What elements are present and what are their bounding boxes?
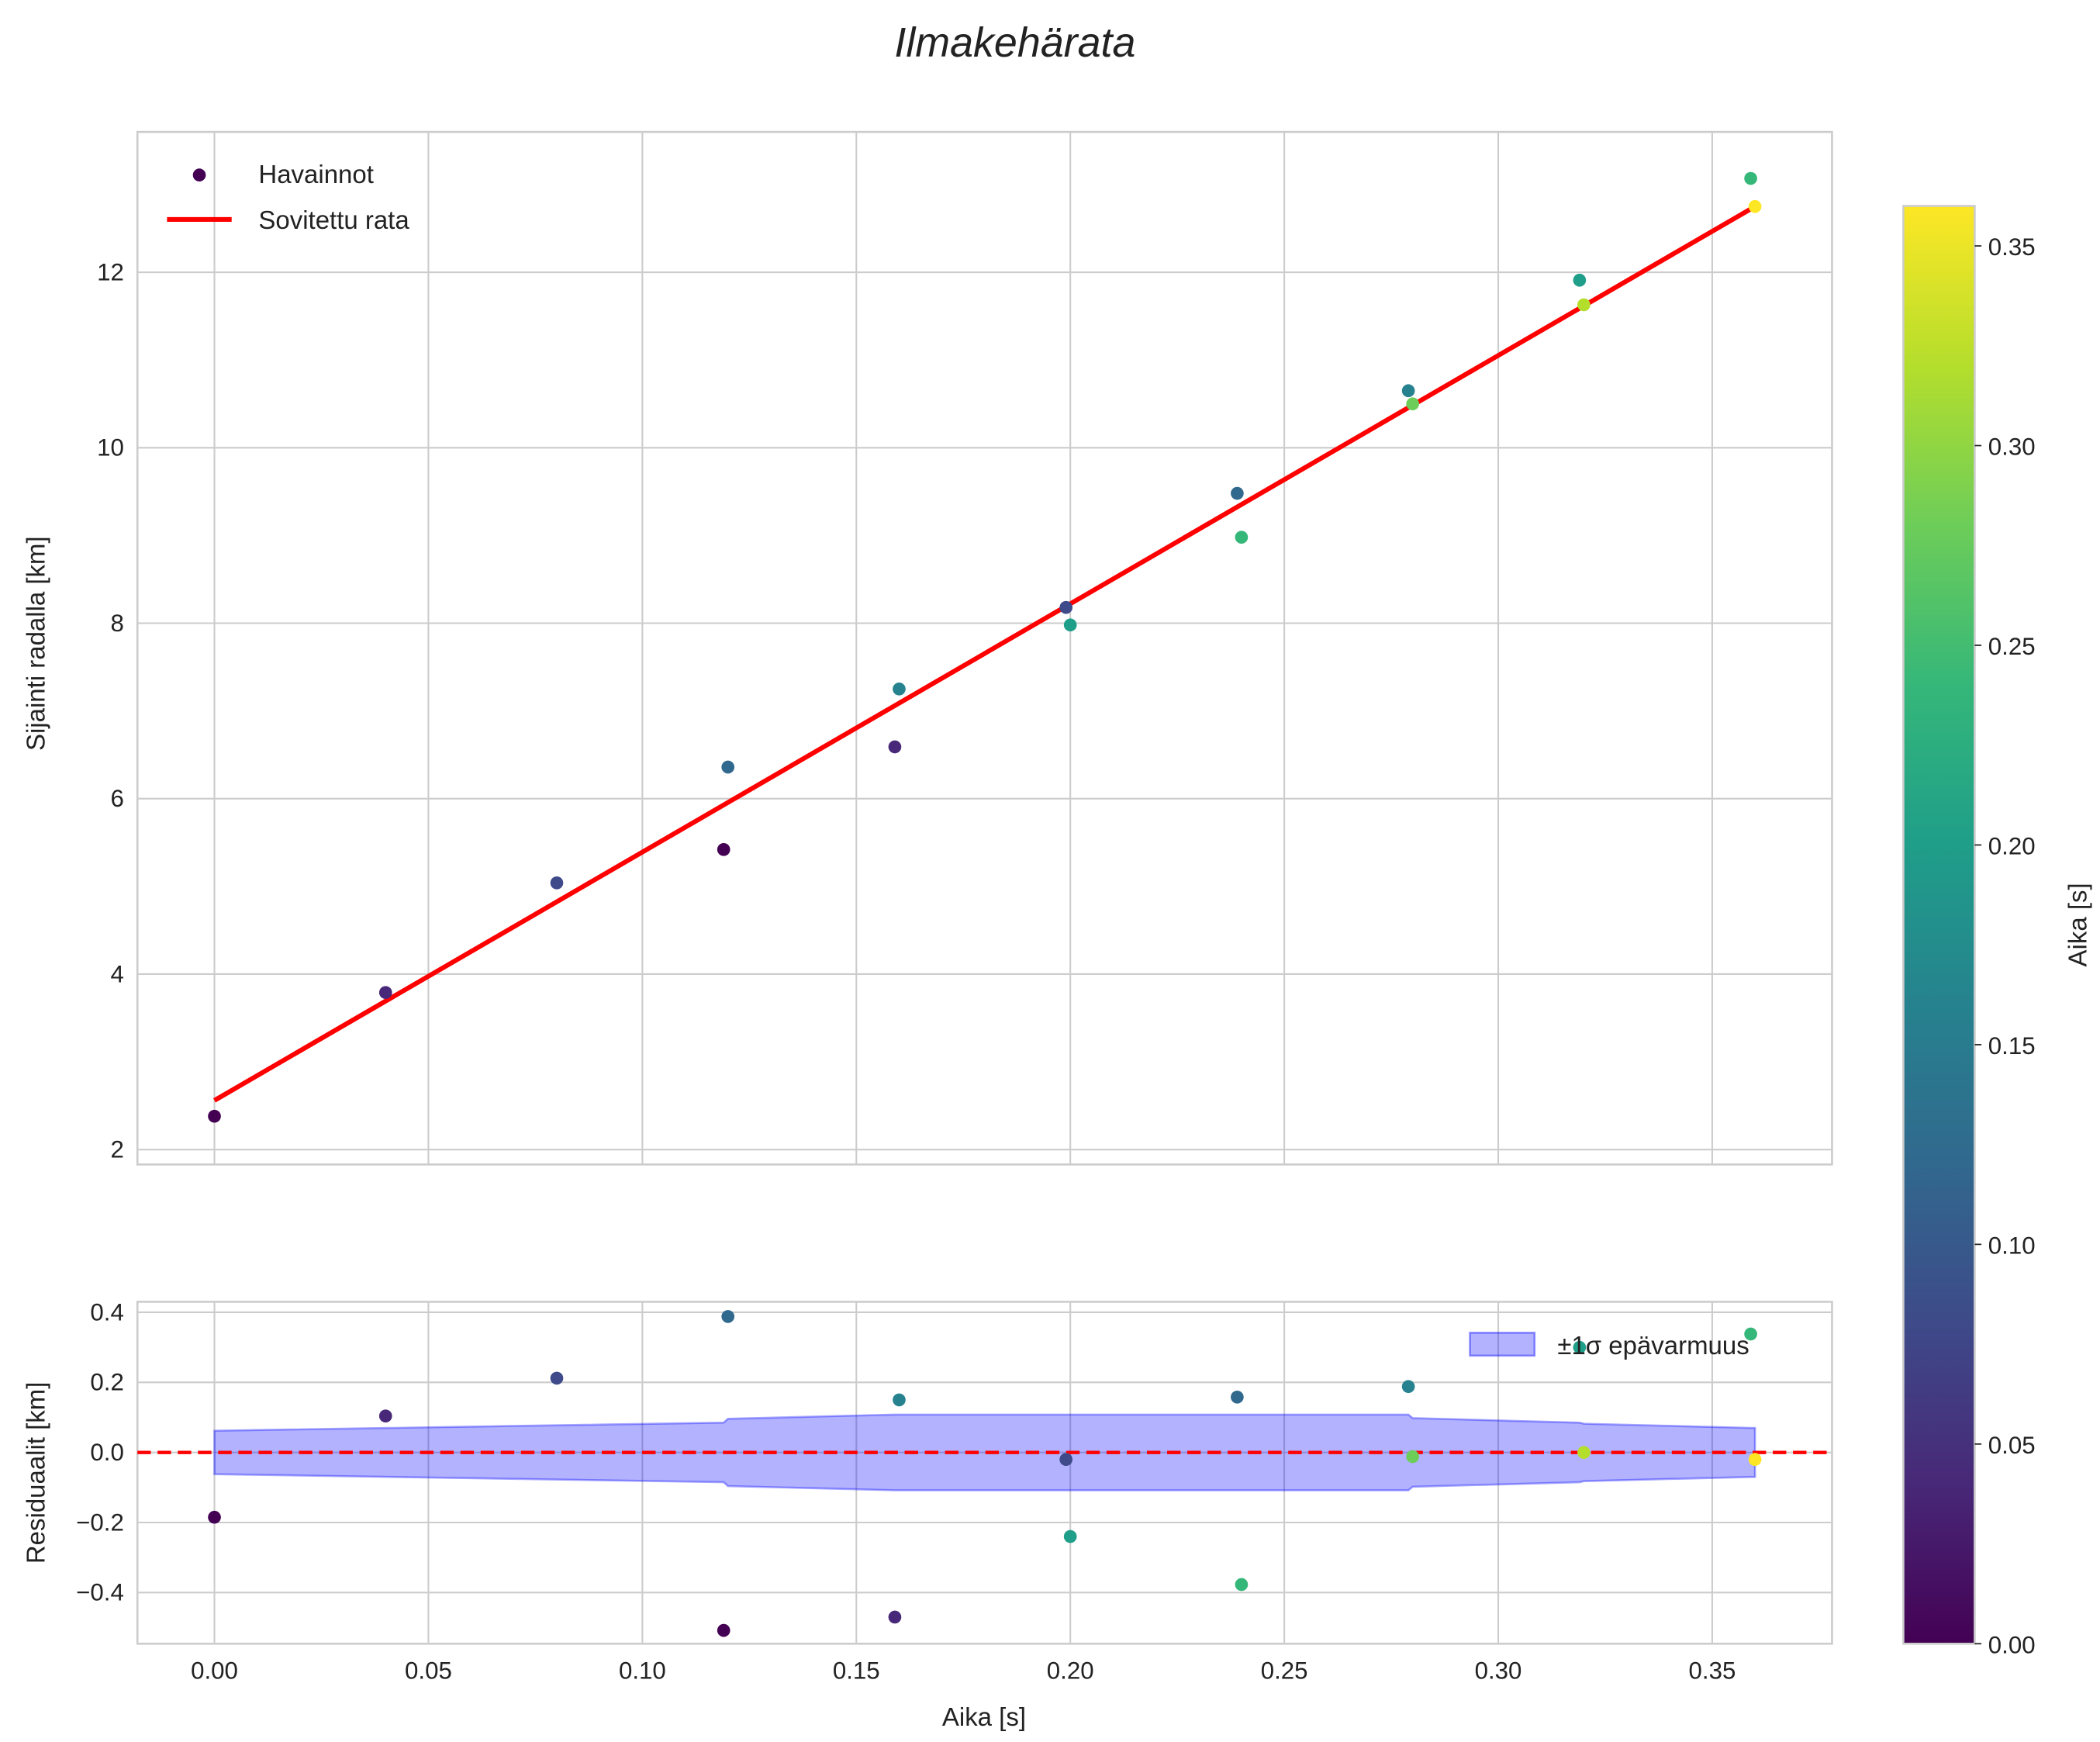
residual-point — [1573, 1340, 1587, 1354]
y-tick-label: 0.2 — [90, 1369, 123, 1396]
residual-point — [1059, 1453, 1072, 1467]
colorbar-tick-label: 0.10 — [1988, 1232, 2036, 1260]
legend-marker-band — [1469, 1332, 1536, 1357]
residual-point — [378, 1409, 392, 1423]
colorbar-tick-label: 0.15 — [1988, 1032, 2036, 1059]
observation-point — [1401, 384, 1415, 398]
bottom-ylabel: Residuaalit [km] — [21, 1382, 50, 1564]
x-tick-label: 0.15 — [833, 1657, 880, 1684]
residual-point — [721, 1310, 735, 1323]
y-tick-label: −0.4 — [76, 1579, 124, 1606]
observation-point — [1748, 199, 1762, 213]
observation-point — [1059, 600, 1072, 614]
residual-point — [1235, 1578, 1249, 1592]
observation-point — [1231, 486, 1244, 500]
axes-frame — [136, 130, 1833, 1166]
y-tick-label: −0.2 — [76, 1509, 124, 1536]
colorbar-label: Aika [s] — [2063, 883, 2091, 966]
residual-point — [893, 1393, 906, 1407]
residual-point — [1063, 1529, 1077, 1543]
observation-point — [550, 876, 564, 890]
y-tick-label: 12 — [97, 258, 124, 285]
observation-point — [893, 683, 906, 696]
residual-point — [1748, 1453, 1762, 1467]
colorbar-tick-label: 0.25 — [1988, 633, 2036, 660]
observation-point — [208, 1109, 221, 1123]
residual-point — [888, 1610, 902, 1624]
y-tick-label: 10 — [97, 434, 124, 461]
colorbar-tick-label: 0.20 — [1988, 833, 2036, 860]
y-tick-label: 4 — [110, 960, 123, 987]
residual-point — [1406, 1450, 1419, 1464]
residual-point — [1231, 1390, 1244, 1404]
observation-point — [717, 842, 731, 856]
legend-label-fit: Sovitettu rata — [258, 206, 409, 234]
x-tick-label: 0.10 — [619, 1657, 666, 1684]
y-tick-label: 0.4 — [90, 1298, 123, 1326]
y-tick-label: 6 — [110, 785, 123, 812]
residual-axes: 0.00 0.05 0.10 0.15 0.20 0.25 0.30 0.35 −0.4 −0.2… — [76, 1298, 1833, 1684]
x-tick-label: 0.25 — [1261, 1657, 1308, 1684]
observation-point — [1235, 531, 1249, 544]
observation-point — [378, 986, 392, 1000]
residual-point — [1401, 1380, 1415, 1394]
colorbar-tick-label: 0.35 — [1988, 233, 2036, 261]
residual-point — [1744, 1327, 1757, 1341]
residual-point — [208, 1510, 221, 1524]
observation-point — [1063, 618, 1077, 632]
residual-point — [717, 1623, 731, 1637]
observation-point — [888, 740, 902, 754]
x-tick-label: 0.35 — [1689, 1657, 1736, 1684]
y-tick-label: 0.0 — [90, 1439, 123, 1466]
colorbar: 0.00 0.05 0.10 0.15 0.20 0.25 0.30 0.35 — [1902, 205, 2036, 1658]
x-tick-label: 0.05 — [405, 1657, 452, 1684]
legend-label-band: ±1σ epävarmuus — [1557, 1331, 1749, 1360]
axes-frame — [136, 1301, 1833, 1645]
legend-label-observations: Havainnot — [258, 160, 373, 188]
observation-point — [721, 760, 735, 774]
y-tick-label: 2 — [110, 1136, 123, 1163]
colorbar-tick-label: 0.00 — [1988, 1631, 2036, 1658]
position-axes: 2 4 6 8 10 12 Havainnot Sovitettu rata — [97, 130, 1833, 1166]
uncertainty-band — [213, 1413, 1756, 1491]
colorbar-tick-label: 0.05 — [1988, 1432, 2036, 1459]
top-ylabel: Sijainti radalla [km] — [21, 536, 50, 751]
x-tick-label: 0.00 — [191, 1657, 238, 1684]
legend-marker-observations — [192, 168, 206, 181]
y-tick-label: 8 — [110, 610, 123, 637]
residual-point — [550, 1371, 564, 1385]
x-tick-label: 0.20 — [1047, 1657, 1094, 1684]
fit-line — [212, 204, 1756, 1103]
colorbar-tick-label: 0.30 — [1988, 434, 2036, 461]
residual-point — [1577, 1446, 1591, 1459]
observation-point — [1577, 298, 1591, 312]
observation-point — [1406, 397, 1419, 411]
chart-title: Ilmakehärata — [894, 19, 1135, 66]
x-tick-label: 0.30 — [1475, 1657, 1522, 1684]
observation-point — [1573, 273, 1587, 287]
colorbar-gradient-bar — [1902, 205, 1976, 1645]
xlabel: Aika [s] — [942, 1702, 1026, 1731]
observation-point — [1744, 171, 1757, 185]
